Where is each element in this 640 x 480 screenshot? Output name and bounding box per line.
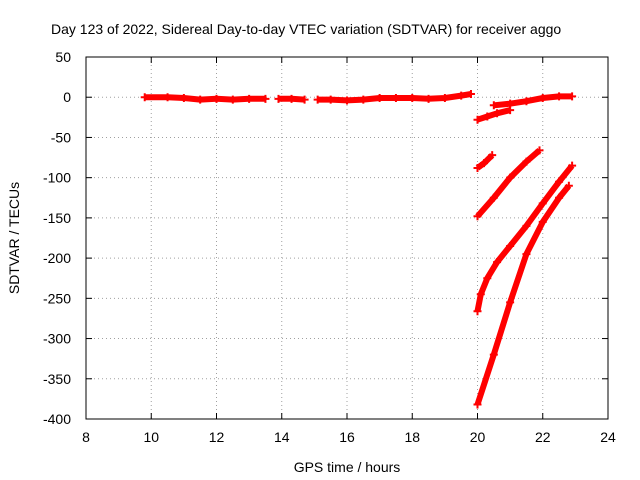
point-trace-minus-380-to-minus-110-5: [555, 193, 564, 202]
point-main-day-trace-3: [196, 95, 205, 104]
point-trace-minus-150-to-minus-65-4: [535, 146, 544, 155]
point-main-day-trace-7: [261, 94, 270, 103]
point-trace-15-20h-5: [391, 94, 400, 103]
x-tick-labels: 8 10 12 14 16 18 20 22 24: [82, 429, 616, 445]
point-trace-minus-150-to-minus-65-3: [522, 157, 531, 166]
point-trace-15-20h-2: [343, 96, 351, 105]
x-tick-label-7: 22: [535, 429, 551, 445]
y-tick-label-5: -200: [43, 250, 71, 266]
point-trace-near-zero-late-2: [493, 109, 502, 118]
x-tick-label-3: 14: [274, 429, 290, 445]
point-trace-minus-380-to-minus-110-2: [506, 298, 515, 307]
series-trace-near-zero-late: [476, 107, 511, 123]
y-tick-label-1: 0: [63, 89, 71, 105]
point-main-day-trace-6: [245, 94, 254, 103]
y-tick-labels: 50 0 -50 -100 -150 -200 -250 -300 -350 -400: [43, 49, 71, 427]
y-axis-label: SDTVAR / TECUs: [6, 182, 22, 294]
x-tick-label-5: 18: [404, 429, 420, 445]
x-tick-label-6: 20: [470, 429, 486, 445]
point-trace-minus-380-to-minus-110-3: [522, 250, 531, 259]
point-main-day-trace-0: [140, 93, 149, 102]
point-trace-near-zero-late-2-0: [489, 101, 498, 110]
point-trace-minus-380-to-minus-110-0: [473, 400, 482, 409]
point-trace-minus-150-to-minus-65-1: [489, 193, 498, 202]
x-tick-label-0: 8: [82, 429, 90, 445]
point-trace-14h-1: [287, 94, 296, 103]
x-tick-label-4: 16: [339, 429, 355, 445]
x-axis-label: GPS time / hours: [294, 459, 401, 475]
point-trace-minus-265-to-minus-85-1: [476, 290, 485, 299]
y-tick-label-3: -100: [43, 170, 71, 186]
point-trace-minus-150-to-minus-65-2: [506, 173, 515, 182]
point-trace-minus-265-to-minus-85-2: [483, 274, 492, 283]
point-trace-minus-265-to-minus-85-7: [555, 177, 564, 186]
point-trace-minus-265-to-minus-85-5: [522, 221, 531, 230]
point-main-day-trace-4: [212, 94, 221, 103]
y-tick-label-9: -400: [43, 411, 71, 427]
point-trace-minus-265-to-minus-85-4: [506, 242, 515, 251]
y-tick-label-2: -50: [51, 129, 71, 145]
point-trace-near-zero-late-2-1: [506, 99, 515, 108]
point-trace-near-zero-late-0: [473, 115, 482, 124]
point-trace-15-20h-3: [359, 95, 368, 104]
point-trace-minus-380-to-minus-110-4: [538, 217, 547, 226]
y-tick-label-6: -250: [43, 290, 71, 306]
y-tick-label-7: -300: [43, 331, 71, 347]
point-trace-minus-265-to-minus-85-3: [493, 258, 502, 267]
point-trace-near-zero-late-1: [483, 112, 492, 121]
y-tick-label-0: 50: [55, 49, 71, 65]
point-main-day-trace-5: [228, 95, 237, 104]
point-trace-15-20h-0: [313, 95, 322, 104]
point-trace-15-20h-4: [375, 94, 384, 103]
point-trace-minus-265-to-minus-85-6: [538, 199, 547, 208]
point-main-day-trace-2: [179, 94, 188, 103]
point-trace-minus-380-to-minus-110-1: [489, 350, 498, 359]
series-layer: [140, 90, 577, 409]
point-short-segment-minus-90-2: [488, 151, 497, 160]
point-trace-14h-0: [274, 94, 283, 103]
point-trace-minus-265-to-minus-85-8: [568, 161, 577, 170]
chart-title: Day 123 of 2022, Sidereal Day-to-day VTE…: [51, 21, 561, 37]
point-trace-15-20h-1: [326, 95, 335, 104]
point-trace-near-zero-late-2-4: [555, 92, 564, 101]
y-tick-label-4: -150: [43, 210, 71, 226]
point-main-day-trace-1: [163, 93, 172, 102]
point-trace-minus-265-to-minus-85-0: [473, 307, 482, 316]
point-trace-near-zero-late-2-3: [538, 94, 547, 103]
point-short-segment-minus-90-1: [480, 159, 489, 168]
grid-layer: [86, 57, 608, 419]
x-tick-label-1: 10: [143, 429, 159, 445]
point-trace-14h-2: [300, 95, 309, 104]
y-tick-label-8: -350: [43, 371, 71, 387]
point-trace-minus-380-to-minus-110-6: [564, 181, 573, 190]
tick-layer: [85, 56, 609, 420]
point-trace-15-20h-10: [466, 90, 475, 99]
point-trace-minus-150-to-minus-65-0: [473, 212, 482, 221]
point-short-segment-minus-90-0: [473, 164, 482, 173]
point-trace-near-zero-late-2-2: [522, 97, 531, 106]
point-trace-15-20h-6: [408, 94, 417, 103]
point-trace-15-20h-8: [440, 94, 449, 103]
point-trace-15-20h-9: [457, 91, 466, 100]
point-trace-near-zero-late-2-5: [568, 92, 577, 101]
x-tick-label-8: 24: [600, 429, 616, 445]
point-trace-15-20h-7: [424, 94, 433, 103]
x-tick-label-2: 12: [209, 429, 225, 445]
